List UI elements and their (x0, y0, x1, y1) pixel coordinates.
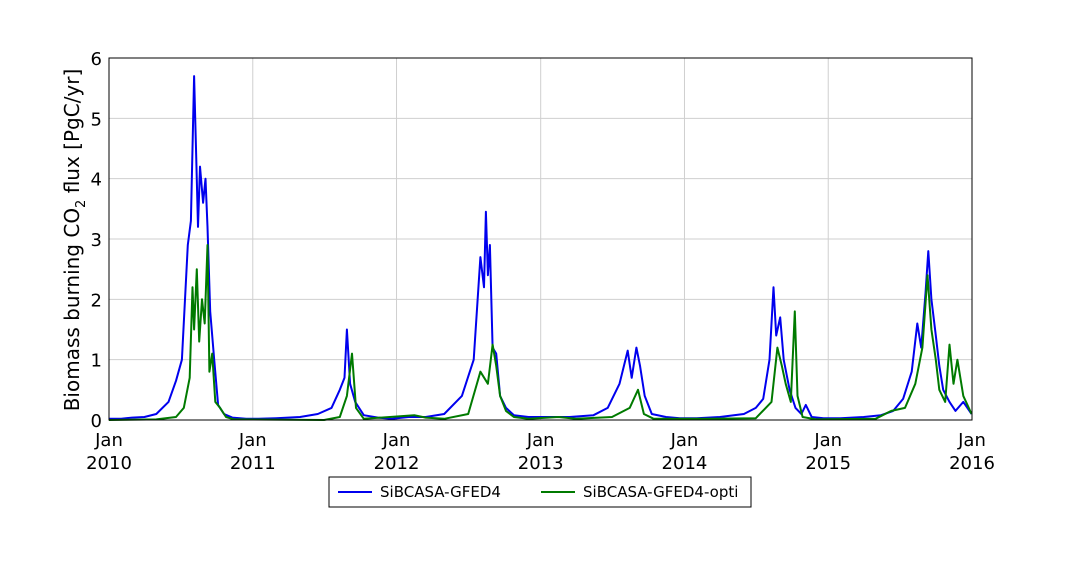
x-tick-year: 2013 (518, 453, 564, 474)
x-tick-month: Jan (238, 430, 267, 451)
y-axis-title-subscript: 2 (74, 200, 89, 208)
x-tick-year: 2012 (374, 453, 420, 474)
x-tick-labels: Jan2010Jan2011Jan2012Jan2013Jan2014Jan20… (86, 430, 995, 474)
y-axis-title-main: Biomass burning CO (60, 208, 84, 411)
legend-box (328, 476, 752, 508)
y-tick-label: 6 (91, 49, 102, 70)
x-tick-month: Jan (957, 430, 986, 451)
y-tick-label: 1 (91, 351, 102, 372)
y-tick-label: 4 (91, 170, 102, 191)
x-tick-year: 2015 (805, 453, 851, 474)
plot-frame (108, 57, 973, 421)
x-tick-month: Jan (94, 430, 123, 451)
y-axis-title-unit: flux [PgC/yr] (60, 69, 84, 200)
y-tick-label: 2 (91, 290, 102, 311)
grid-lines (109, 58, 972, 420)
y-axis-title: Biomass burning CO2 flux [PgC/yr] (60, 69, 89, 412)
legend-label-sibcasa-gfed4-opti: SiBCASA-GFED4-opti (583, 483, 738, 501)
legend-label-sibcasa-gfed4: SiBCASA-GFED4 (380, 483, 501, 501)
y-tick-label: 0 (91, 411, 102, 432)
y-tick-label: 5 (91, 109, 102, 130)
series-line-1 (108, 244, 973, 421)
x-tick-month: Jan (382, 430, 411, 451)
x-tick-year: 2011 (230, 453, 276, 474)
x-tick-year: 2010 (86, 453, 132, 474)
x-tick-month: Jan (526, 430, 555, 451)
x-tick-month: Jan (670, 430, 699, 451)
x-tick-year: 2014 (662, 453, 708, 474)
legend: SiBCASA-GFED4 SiBCASA-GFED4-opti (328, 476, 752, 508)
x-tick-year: 2016 (949, 453, 995, 474)
x-tick-month: Jan (813, 430, 842, 451)
y-tick-label: 3 (91, 230, 102, 251)
y-tick-labels: 0 1 2 3 4 5 6 (91, 49, 102, 432)
series-lines (108, 75, 973, 421)
